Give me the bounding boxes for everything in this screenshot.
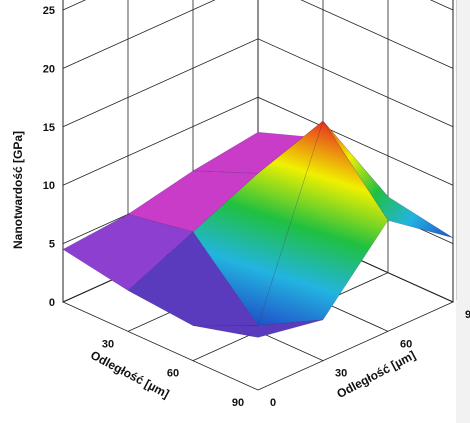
right-edge-strip <box>456 0 470 423</box>
z-tick-label: 15 <box>43 122 55 134</box>
z-tick-label: 5 <box>49 239 55 251</box>
z-axis-label: Nanotwardość [GPa] <box>11 131 25 249</box>
y-tick-label: 0 <box>270 397 276 409</box>
floor-gridline <box>62 301 259 391</box>
tick-labels: 0 5 10 15 20 25 30 60 90 0 30 60 90 <box>43 5 470 409</box>
x-tick-label: 30 <box>102 338 114 350</box>
y-tick-label: 60 <box>400 338 412 350</box>
z-tick-label: 25 <box>43 5 55 17</box>
surface-mesh <box>62 120 454 338</box>
y-tick-label: 90 <box>465 309 470 321</box>
z-tick-label: 10 <box>43 180 55 192</box>
surface-patch <box>257 120 389 326</box>
x-tick-label: 60 <box>167 368 179 380</box>
x-tick-label: 90 <box>232 397 244 409</box>
y-tick-label: 30 <box>335 368 347 380</box>
z-tick-label: 0 <box>49 297 55 309</box>
x-axis-label: Odległość [µm] <box>88 348 171 401</box>
surface-patch <box>322 120 454 239</box>
z-tick-label: 20 <box>43 63 55 75</box>
right-edge-line <box>456 0 457 300</box>
floor-gridline <box>257 301 454 391</box>
surface-patch <box>192 319 324 338</box>
